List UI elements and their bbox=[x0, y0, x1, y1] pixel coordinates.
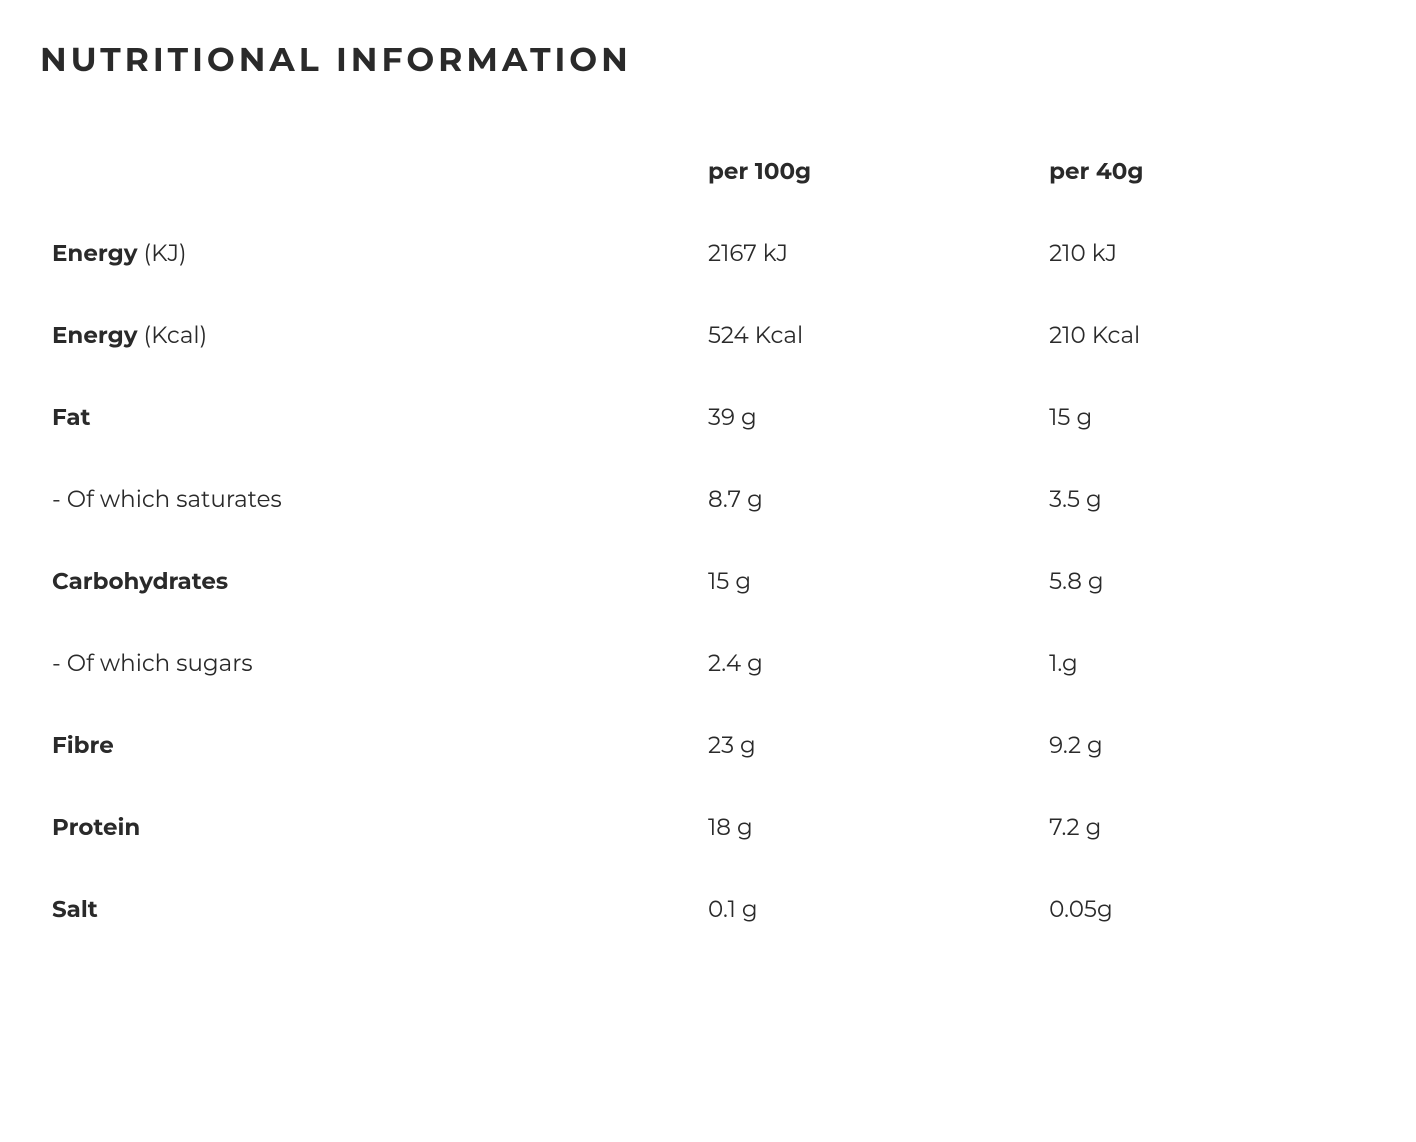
row-per-40g: 1.g bbox=[1049, 649, 1364, 677]
row-per-100g: 39 g bbox=[708, 403, 1049, 431]
row-label: Fibre bbox=[52, 731, 708, 759]
row-per-100g: 2.4 g bbox=[708, 649, 1049, 677]
panel-title: NUTRITIONAL INFORMATION bbox=[40, 40, 1376, 80]
table-row: - Of which saturates 8.7 g 3.5 g bbox=[40, 458, 1376, 540]
table-row: - Of which sugars 2.4 g 1.g bbox=[40, 622, 1376, 704]
row-per-100g: 524 Kcal bbox=[708, 321, 1049, 349]
table-row: Fat 39 g 15 g bbox=[40, 376, 1376, 458]
row-label: - Of which saturates bbox=[52, 485, 708, 513]
table-header-row: per 100g per 40g bbox=[40, 130, 1376, 212]
header-per-100g: per 100g bbox=[708, 157, 1049, 185]
table-row: Carbohydrates 15 g 5.8 g bbox=[40, 540, 1376, 622]
table-row: Fibre 23 g 9.2 g bbox=[40, 704, 1376, 786]
row-per-40g: 5.8 g bbox=[1049, 567, 1364, 595]
nutrition-table: per 100g per 40g Energy (KJ) 2167 kJ 210… bbox=[40, 130, 1376, 950]
row-label: Protein bbox=[52, 813, 708, 841]
row-per-100g: 18 g bbox=[708, 813, 1049, 841]
row-per-40g: 7.2 g bbox=[1049, 813, 1364, 841]
row-per-100g: 8.7 g bbox=[708, 485, 1049, 513]
table-row: Energy (Kcal) 524 Kcal 210 Kcal bbox=[40, 294, 1376, 376]
row-label: - Of which sugars bbox=[52, 649, 708, 677]
table-row: Protein 18 g 7.2 g bbox=[40, 786, 1376, 868]
row-per-40g: 210 Kcal bbox=[1049, 321, 1364, 349]
row-per-100g: 0.1 g bbox=[708, 895, 1049, 923]
row-per-40g: 9.2 g bbox=[1049, 731, 1364, 759]
row-per-100g: 23 g bbox=[708, 731, 1049, 759]
row-label: Fat bbox=[52, 403, 708, 431]
row-label: Carbohydrates bbox=[52, 567, 708, 595]
row-per-40g: 15 g bbox=[1049, 403, 1364, 431]
row-label: Energy (KJ) bbox=[52, 239, 708, 267]
header-label-empty bbox=[52, 157, 708, 185]
header-per-40g: per 40g bbox=[1049, 157, 1364, 185]
nutritional-information-panel: NUTRITIONAL INFORMATION per 100g per 40g… bbox=[40, 40, 1376, 950]
row-per-100g: 15 g bbox=[708, 567, 1049, 595]
row-label: Energy (Kcal) bbox=[52, 321, 708, 349]
table-row: Energy (KJ) 2167 kJ 210 kJ bbox=[40, 212, 1376, 294]
row-per-40g: 210 kJ bbox=[1049, 239, 1364, 267]
row-label: Salt bbox=[52, 895, 708, 923]
row-per-100g: 2167 kJ bbox=[708, 239, 1049, 267]
row-per-40g: 0.05g bbox=[1049, 895, 1364, 923]
table-row: Salt 0.1 g 0.05g bbox=[40, 868, 1376, 950]
row-per-40g: 3.5 g bbox=[1049, 485, 1364, 513]
